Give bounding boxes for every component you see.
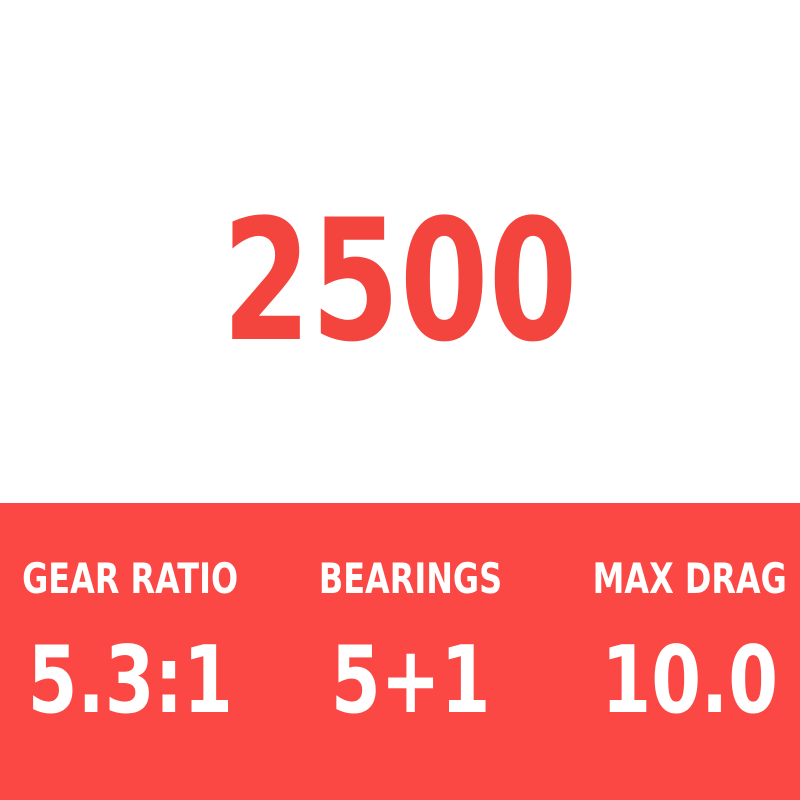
spec-gear-ratio: GEAR RATIO 5.3:1	[22, 503, 239, 800]
spec-bearings-label: BEARINGS	[319, 554, 503, 603]
spec-gear-ratio-label: GEAR RATIO	[22, 554, 239, 603]
spec-bearings-value: 5+1	[331, 626, 491, 734]
spec-max-drag: MAX DRAG 10.0	[587, 503, 792, 800]
spec-bearings: BEARINGS 5+1	[319, 503, 504, 800]
spec-gear-ratio-value: 5.3:1	[27, 626, 233, 734]
hero-section: 2500	[222, 183, 578, 379]
spec-banner: GEAR RATIO 5.3:1 BEARINGS 5+1 MAX DRAG 1…	[0, 503, 800, 800]
spec-max-drag-label: MAX DRAG	[592, 554, 787, 603]
model-number: 2500	[222, 183, 578, 379]
spec-max-drag-value: 10.0	[601, 626, 778, 734]
